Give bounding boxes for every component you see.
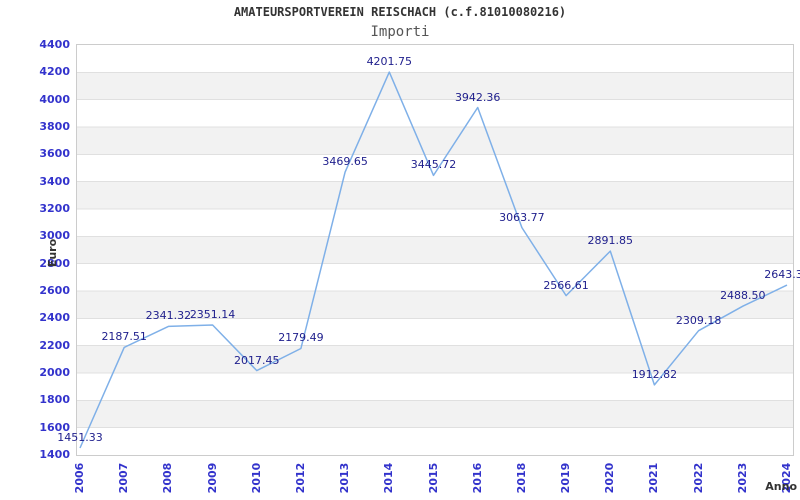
data-label: 3469.65 [322, 155, 368, 169]
y-tick-label: 1800 [39, 393, 70, 407]
y-tick-label: 1400 [39, 448, 70, 461]
data-label: 1451.33 [57, 430, 103, 444]
x-axis-title: Anno [765, 480, 797, 493]
y-tick-label: 3000 [39, 229, 70, 243]
chart-title: AMATEURSPORTVEREIN REISCHACH (c.f.810100… [233, 5, 567, 19]
y-tick-label: 2400 [39, 311, 70, 325]
data-label: 3063.77 [499, 210, 545, 224]
data-label: 2309.18 [675, 313, 722, 327]
data-label: 2179.49 [278, 331, 324, 345]
data-label: 2187.51 [101, 330, 147, 344]
data-label: 2488.50 [720, 289, 766, 303]
y-tick-label: 2800 [39, 256, 70, 270]
x-tick-label: 2023 [735, 462, 749, 494]
y-tick-label: 2000 [39, 366, 70, 379]
y-tick-label: 4200 [39, 65, 70, 79]
y-tick-label: 3200 [39, 202, 70, 215]
x-tick-label: 2012 [293, 462, 307, 494]
x-tick-label: 2021 [647, 462, 661, 494]
x-tick-label: 2006 [73, 462, 86, 494]
x-tick-label: 2008 [161, 462, 175, 494]
data-label: 2017.45 [234, 353, 280, 367]
y-tick-label: 3400 [39, 174, 70, 188]
x-tick-label: 2014 [382, 462, 396, 494]
y-tick-label: 4400 [39, 38, 70, 51]
series-line [79, 71, 788, 449]
data-label: 3445.72 [410, 158, 457, 172]
x-tick-label: 2009 [205, 462, 219, 494]
y-tick-label: 1600 [39, 420, 70, 434]
y-tick-label: 3600 [39, 147, 70, 161]
x-tick-label: 2020 [603, 462, 617, 494]
x-tick-label: 2022 [691, 462, 705, 494]
data-label: 4201.75 [366, 55, 413, 69]
y-tick-label: 3800 [39, 120, 70, 133]
plot-area [76, 44, 794, 456]
data-label: 2891.85 [587, 234, 634, 248]
data-label: 2351.14 [189, 308, 236, 321]
x-tick-label: 2019 [559, 462, 573, 494]
data-label: 2643.33 [764, 268, 800, 282]
series-canvas [77, 71, 793, 449]
data-label: 2566.61 [543, 278, 589, 292]
x-tick-label: 2015 [426, 462, 440, 494]
x-tick-label: 2016 [470, 462, 484, 494]
data-label: 3942.36 [454, 90, 501, 104]
x-tick-label: 2013 [338, 462, 352, 494]
x-tick-label: 2010 [249, 462, 263, 494]
x-tick-label: 2007 [117, 462, 131, 494]
y-tick-label: 4000 [39, 92, 70, 106]
chart-subtitle: Importi [370, 24, 430, 40]
data-label: 2341.32 [145, 309, 192, 323]
y-tick-label: 2600 [39, 284, 70, 297]
y-tick-label: 2200 [39, 338, 70, 352]
x-tick-label: 2018 [514, 462, 528, 494]
data-label: 1912.82 [631, 367, 678, 381]
y-axis-title: Euro [46, 238, 59, 268]
